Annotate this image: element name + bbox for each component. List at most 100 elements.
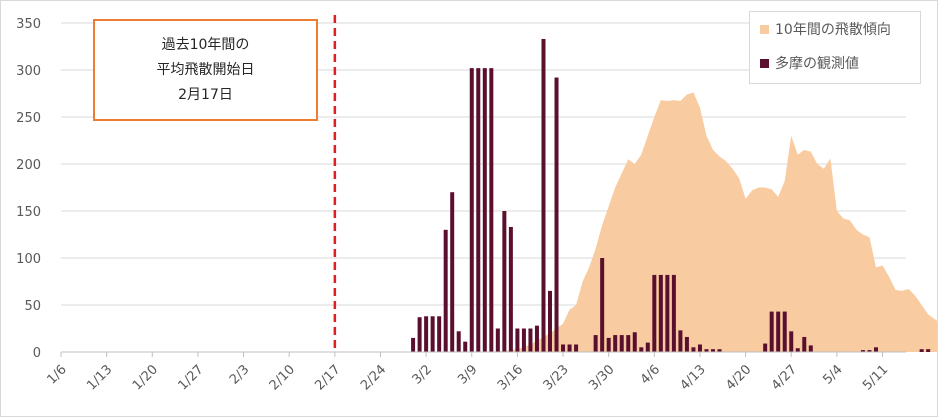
bar-mark bbox=[495, 328, 500, 352]
bar-mark bbox=[874, 347, 878, 352]
y-tick-label: 50 bbox=[24, 299, 41, 314]
bar-mark bbox=[502, 211, 507, 352]
area-series-shape bbox=[61, 92, 938, 352]
bar-mark bbox=[860, 350, 865, 352]
x-tick-label: 1/6 bbox=[44, 362, 69, 387]
bar-mark bbox=[619, 335, 624, 352]
bar-mark bbox=[802, 336, 807, 352]
bar-mark bbox=[658, 274, 663, 352]
bar-mark bbox=[606, 337, 611, 352]
x-tick-label: 2/17 bbox=[312, 362, 343, 393]
bar-mark bbox=[593, 335, 598, 352]
area-series-layer bbox=[61, 92, 938, 352]
bar-mark bbox=[430, 316, 435, 352]
bar-mark bbox=[776, 311, 781, 352]
x-tick-label: 3/2 bbox=[410, 362, 435, 387]
annotation-line-3: 2月17日 bbox=[178, 86, 233, 103]
bar-mark bbox=[417, 317, 422, 352]
x-tick-label: 4/13 bbox=[678, 362, 709, 393]
legend-item-area: 10年間の飛散傾向 bbox=[760, 19, 891, 39]
bar-mark bbox=[489, 68, 494, 353]
x-tick-label: 3/23 bbox=[541, 362, 572, 393]
bar-mark bbox=[541, 38, 546, 352]
bar-mark bbox=[671, 274, 676, 352]
bar-mark bbox=[515, 328, 520, 352]
bar-mark bbox=[437, 316, 442, 352]
x-tick-label: 3/30 bbox=[586, 362, 617, 393]
x-tick-label: 1/13 bbox=[84, 362, 115, 393]
bar-mark bbox=[600, 258, 605, 352]
x-tick-label: 2/10 bbox=[267, 362, 298, 393]
bar-mark bbox=[867, 350, 872, 352]
x-tick-label: 4/6 bbox=[638, 362, 663, 387]
bar-mark bbox=[574, 344, 579, 352]
bar-mark bbox=[665, 274, 670, 352]
x-tick-label: 1/20 bbox=[130, 362, 161, 393]
y-tick-label: 200 bbox=[16, 158, 41, 173]
x-tick-label: 1/27 bbox=[175, 362, 206, 393]
y-tick-label: 0 bbox=[33, 346, 41, 361]
y-tick-label: 350 bbox=[16, 17, 41, 32]
bar-mark bbox=[554, 77, 559, 353]
annotation-line-2: 平均飛散開始日 bbox=[156, 61, 255, 78]
bar-mark bbox=[424, 316, 429, 352]
annotation-box: 過去10年間の 平均飛散開始日 2月17日 bbox=[93, 19, 318, 121]
x-tick-label: 3/9 bbox=[455, 362, 480, 387]
bar-mark bbox=[482, 68, 487, 353]
bar-mark bbox=[469, 68, 474, 353]
bar-series-layer bbox=[411, 38, 931, 353]
y-tick-label: 250 bbox=[16, 111, 41, 126]
bar-mark bbox=[717, 349, 722, 352]
bar-mark bbox=[684, 336, 689, 352]
bar-mark bbox=[808, 345, 813, 352]
bar-mark bbox=[789, 331, 794, 352]
legend-label-bar: 多摩の観測値 bbox=[775, 56, 859, 72]
bar-mark bbox=[639, 347, 644, 352]
x-tick-label: 5/11 bbox=[860, 362, 891, 393]
bar-mark bbox=[521, 328, 526, 352]
bar-mark bbox=[508, 226, 513, 352]
bar-mark bbox=[782, 311, 787, 352]
bar-mark bbox=[711, 349, 715, 352]
x-tick-label: 4/20 bbox=[723, 362, 754, 393]
x-tick-label: 5/4 bbox=[820, 362, 845, 387]
bar-mark bbox=[704, 349, 709, 352]
bar-mark bbox=[411, 337, 416, 352]
y-tick-label: 100 bbox=[16, 252, 41, 267]
x-tick-label: 2/3 bbox=[227, 362, 252, 387]
bar-mark bbox=[456, 331, 461, 352]
bar-mark bbox=[691, 347, 696, 352]
bar-mark bbox=[795, 348, 800, 352]
bar-mark bbox=[450, 192, 455, 352]
bar-mark bbox=[476, 68, 481, 353]
bar-mark bbox=[534, 325, 539, 352]
bar-mark bbox=[697, 344, 702, 352]
bar-mark bbox=[548, 290, 552, 352]
bar-mark bbox=[763, 343, 768, 352]
bar-mark bbox=[463, 341, 468, 352]
bar-mark bbox=[626, 335, 631, 352]
x-tick-label: 4/27 bbox=[769, 362, 800, 393]
y-tick-label: 300 bbox=[16, 64, 41, 79]
bar-mark bbox=[561, 344, 566, 352]
legend-label-area: 10年間の飛散傾向 bbox=[775, 22, 891, 38]
annotation-line-1: 過去10年間の bbox=[161, 36, 250, 53]
legend-swatch-area bbox=[760, 24, 769, 34]
x-tick-label: 3/16 bbox=[495, 362, 526, 393]
x-tick-label: 2/24 bbox=[358, 362, 389, 393]
bar-mark bbox=[645, 342, 650, 352]
bar-mark bbox=[926, 349, 931, 352]
y-tick-label: 150 bbox=[16, 205, 41, 220]
bar-mark bbox=[528, 328, 533, 352]
legend-swatch-bar bbox=[760, 58, 769, 68]
bar-mark bbox=[652, 274, 657, 352]
bar-mark bbox=[919, 349, 924, 352]
bar-mark bbox=[613, 335, 618, 352]
bar-mark bbox=[443, 229, 448, 352]
legend-item-bar: 多摩の観測値 bbox=[760, 53, 859, 73]
legend: 10年間の飛散傾向 多摩の観測値 bbox=[749, 11, 921, 84]
bar-mark bbox=[769, 311, 774, 352]
bar-mark bbox=[567, 344, 572, 352]
bar-mark bbox=[632, 332, 637, 352]
bar-mark bbox=[678, 330, 683, 352]
